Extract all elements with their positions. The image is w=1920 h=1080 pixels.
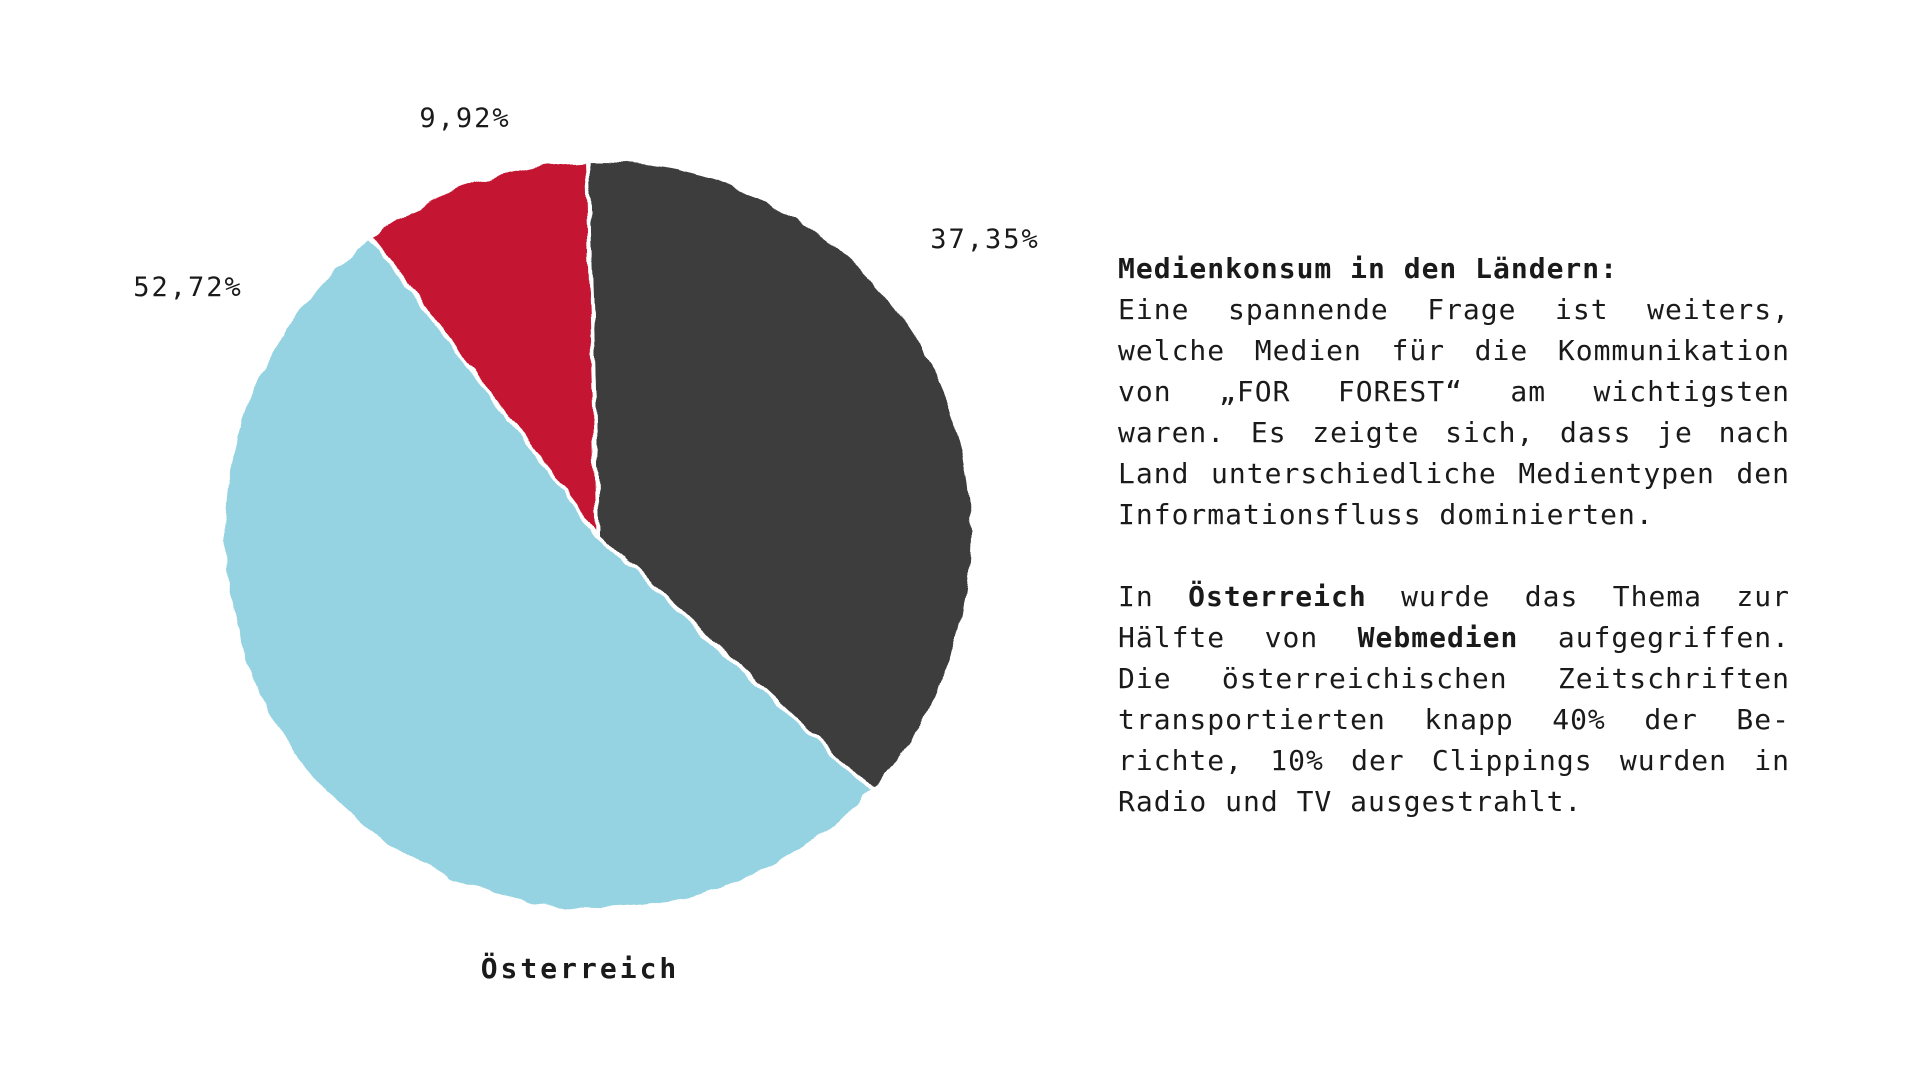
para2-webmedien: Webmedien bbox=[1357, 621, 1519, 654]
description-paragraph-1: Eine spannende Frage ist weiters, welche… bbox=[1118, 293, 1790, 531]
para2-part-a: In bbox=[1118, 580, 1189, 613]
description-panel: Medienkonsum in den Ländern: Eine spanne… bbox=[1118, 248, 1790, 822]
para2-part-e: aufgegriffen. Die österreichischen Zeits… bbox=[1118, 621, 1790, 818]
paragraph-gap bbox=[1118, 535, 1790, 576]
slice-label: 37,35% bbox=[930, 224, 1040, 255]
slice-lightblue bbox=[221, 233, 876, 912]
description-paragraph-2: In Österreich wurde das Thema zur Hälfte… bbox=[1118, 576, 1790, 822]
slice-label: 9,92% bbox=[419, 103, 510, 134]
slice-label: 52,72% bbox=[133, 272, 243, 303]
chart-title: Österreich bbox=[481, 951, 680, 985]
pie-labels: 37,35% 52,72% 9,92% bbox=[133, 103, 1040, 303]
description-heading: Medienkonsum in den Ländern: bbox=[1118, 252, 1619, 285]
slice-dark bbox=[585, 158, 975, 793]
pie-slices bbox=[221, 158, 975, 912]
para2-country: Österreich bbox=[1188, 580, 1367, 613]
slice-red bbox=[367, 158, 601, 542]
para2-part-c: wurde das Thema zur Hälfte von bbox=[1118, 580, 1791, 654]
